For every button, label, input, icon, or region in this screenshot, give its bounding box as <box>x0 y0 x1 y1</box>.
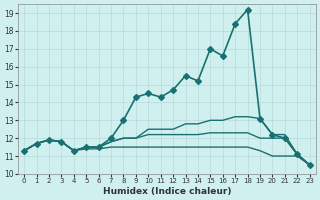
X-axis label: Humidex (Indice chaleur): Humidex (Indice chaleur) <box>103 187 231 196</box>
